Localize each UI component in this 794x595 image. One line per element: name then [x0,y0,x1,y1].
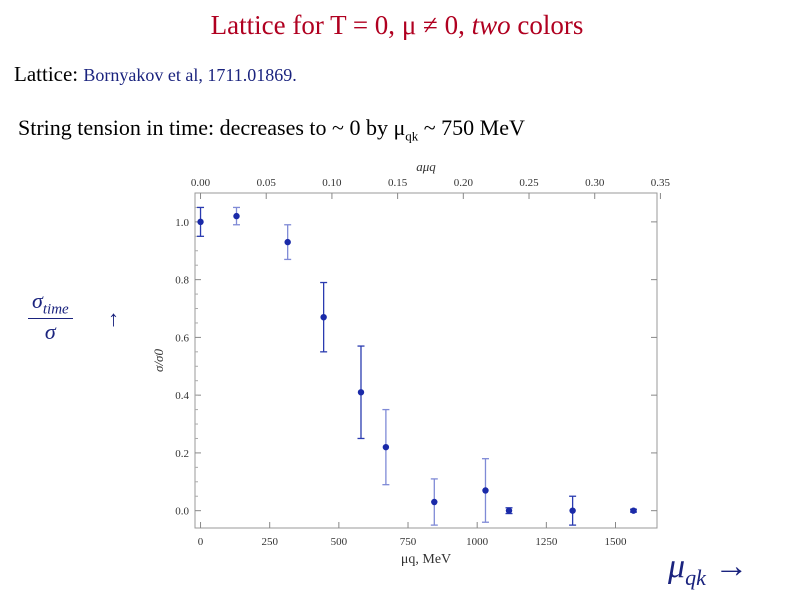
x-tick-label: 750 [400,536,417,548]
sigma-ratio-fraction: σtime σ [28,288,73,345]
y-tick-label: 0.2 [175,448,189,460]
x-tick-label: 0 [198,536,204,548]
mu-sub: qk [685,564,706,590]
data-point [630,507,637,514]
x2-tick-label: 0.05 [257,177,277,189]
data-point [569,507,576,514]
fraction-num-sub: time [42,301,69,318]
data-point [197,218,204,226]
plot-frame [194,192,658,529]
mu-symbol: μ [668,548,686,585]
title-part-1: Lattice for T = 0, [210,10,402,40]
x2-axis-label: aμq [416,159,436,174]
title-part-3: two [471,10,511,40]
x2-tick-label: 0.20 [454,177,474,189]
slide-title: Lattice for T = 0, μ ≠ 0, two colors [0,10,794,41]
title-part-2: μ ≠ 0, [401,10,472,40]
tension-tail: ~ 750 MeV [418,115,525,140]
lattice-line: Lattice: Bornyakov et al, 1711.01869. [14,62,297,87]
fraction-numerator: σtime [28,288,73,320]
x-tick-label: 1000 [466,536,489,548]
mu-qk-label: μqk → [668,548,748,591]
x2-tick-label: 0.10 [322,177,342,189]
lattice-label: Lattice: [14,62,79,86]
x-tick-label: 250 [261,536,278,548]
x-axis-label: μq, MeV [401,552,451,567]
tension-line: String tension in time: decreases to ~ 0… [18,115,525,144]
x-tick-label: 1250 [535,536,558,548]
y-tick-label: 0.6 [175,332,189,344]
x2-tick-label: 0.15 [388,177,408,189]
y-tick-label: 0.8 [175,275,189,287]
up-arrow-icon: ↑ [108,306,119,331]
x2-tick-label: 0.35 [651,177,671,189]
x-tick-label: 500 [331,536,348,548]
y-axis-label: σ/σ0 [151,349,166,372]
data-point [431,498,438,506]
y-tick-label: 0.0 [175,506,189,518]
data-point [357,389,365,396]
fraction-denominator: σ [44,319,56,345]
data-point [233,212,240,220]
x2-tick-label: 0.25 [519,177,539,189]
data-point [284,238,291,246]
data-point [505,507,513,514]
y-tick-label: 0.4 [175,390,189,402]
x-tick-label: 1500 [605,536,628,548]
lattice-reference: Bornyakov et al, 1711.01869. [83,65,297,85]
x2-tick-label: 0.00 [191,177,211,189]
fraction-num-symbol: σ [32,288,43,313]
data-point [482,487,489,494]
tension-text: String tension in time: decreases to ~ 0… [18,115,406,140]
data-point [382,443,390,451]
tension-sub: qk [405,128,419,144]
title-part-4: colors [510,10,584,40]
x2-tick-label: 0.30 [585,177,605,189]
data-point [320,313,327,321]
y-tick-label: 1.0 [175,217,189,229]
right-arrow-icon: → [714,548,749,585]
